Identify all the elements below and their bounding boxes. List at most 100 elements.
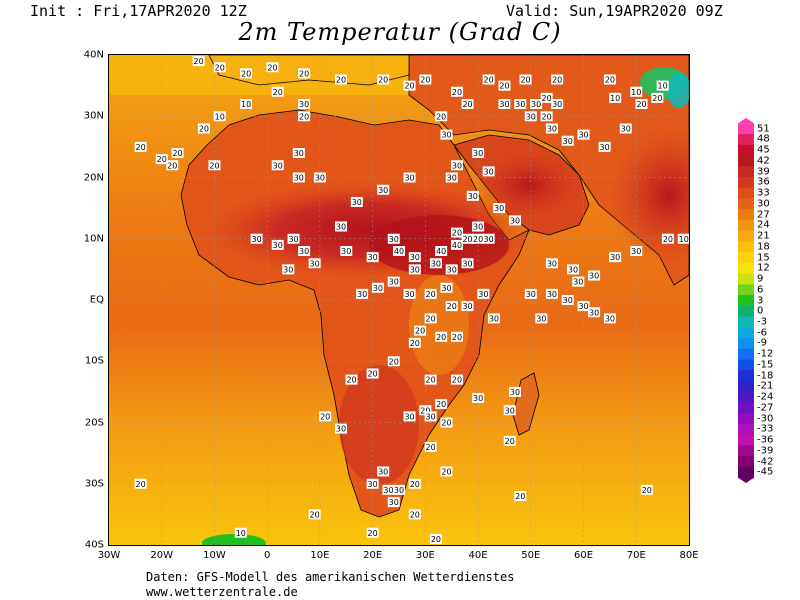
india-heat [609, 125, 689, 265]
contour-label: 30 [271, 239, 284, 250]
colorbar-label: 39 [757, 166, 770, 178]
colorbar-label: 6 [757, 284, 764, 296]
longitude-label: 80E [679, 550, 699, 561]
contour-label: 20 [419, 405, 432, 416]
latitude-label: 10N [83, 233, 104, 245]
contour-label: 20 [451, 331, 463, 342]
svg-text:30: 30 [494, 204, 504, 213]
svg-text:20: 20 [267, 63, 277, 72]
svg-text:20: 20 [652, 94, 662, 103]
svg-text:20: 20 [299, 69, 309, 78]
svg-text:30: 30 [568, 265, 578, 274]
svg-text:20: 20 [441, 468, 451, 477]
contour-label: 20 [445, 301, 458, 312]
colorbar-swatch [738, 305, 754, 318]
longitude-label: 10E [310, 550, 330, 561]
cold-spot-south [202, 534, 266, 545]
svg-text:20: 20 [368, 370, 378, 379]
svg-text:20: 20 [241, 69, 251, 78]
svg-text:30: 30 [357, 290, 367, 299]
contour-label: 20 [408, 478, 421, 489]
contour-label: 30 [609, 252, 622, 263]
contour-label: 20 [551, 74, 564, 85]
svg-text:20: 20 [194, 57, 204, 66]
svg-text:30: 30 [410, 265, 420, 274]
svg-text:20: 20 [426, 376, 436, 385]
contour-label: 30 [403, 172, 416, 183]
contour-label: 30 [545, 288, 558, 299]
colorbar-label: 36 [757, 176, 770, 188]
svg-text:10: 10 [679, 235, 689, 244]
contour-label: 30 [545, 258, 558, 269]
svg-text:30: 30 [389, 498, 399, 507]
svg-text:20: 20 [410, 339, 420, 348]
svg-text:20: 20 [431, 535, 441, 544]
contour-label: 40 [435, 246, 448, 256]
contour-label: 20 [424, 313, 437, 324]
contour-label: 10 [609, 92, 622, 103]
svg-text:20: 20 [346, 376, 356, 385]
contour-label: 20 [498, 80, 511, 91]
longitude-label: 20E [363, 550, 383, 561]
svg-text:10: 10 [241, 100, 251, 109]
svg-text:30: 30 [563, 137, 573, 146]
colorbar-swatch [738, 316, 754, 328]
svg-text:20: 20 [172, 149, 182, 158]
init-time: Init : Fri,17APR2020 12Z [30, 2, 247, 20]
svg-text:20: 20 [199, 125, 209, 134]
colorbar-label: -3 [757, 316, 767, 328]
colorbar-label: 24 [757, 219, 770, 231]
colorbar-label: -30 [757, 413, 774, 425]
svg-text:30: 30 [404, 290, 414, 299]
svg-text:30: 30 [299, 247, 309, 256]
contour-label: 30 [335, 221, 347, 232]
contour-label: 20 [424, 442, 437, 452]
svg-text:30: 30 [547, 290, 557, 299]
east-africa-highland [409, 275, 469, 375]
contour-label: 30 [535, 313, 548, 324]
contour-label: 30 [472, 393, 485, 403]
longitude-label: 60E [574, 550, 594, 561]
contour-label: 20 [435, 399, 448, 410]
svg-text:20: 20 [452, 376, 462, 385]
contour-label: 20 [366, 527, 379, 538]
contour-label: 30 [387, 233, 400, 244]
valid-time: Valid: Sun,19APR2020 09Z [506, 2, 723, 20]
svg-text:30: 30 [389, 278, 399, 287]
svg-text:30: 30 [605, 314, 615, 323]
svg-text:20: 20 [378, 76, 388, 85]
svg-text:30: 30 [484, 235, 494, 244]
svg-text:30: 30 [273, 241, 283, 250]
contour-label: 20 [377, 74, 390, 85]
colorbar-label: -36 [757, 434, 774, 446]
svg-text:20: 20 [452, 88, 462, 97]
contour-label: 20 [603, 74, 616, 85]
contour-label: 30 [298, 246, 311, 256]
svg-text:30: 30 [368, 253, 378, 262]
svg-text:20: 20 [310, 510, 320, 519]
contour-label: 20 [387, 356, 400, 367]
svg-text:20: 20 [273, 88, 283, 97]
contour-label: 30 [503, 405, 516, 416]
svg-text:30: 30 [621, 125, 631, 134]
contour-label: 30 [440, 282, 453, 293]
longitude-label: 70E [626, 550, 646, 561]
contour-label: 20 [640, 484, 653, 495]
colorbar-swatch [738, 187, 754, 200]
contour-label: 30 [588, 307, 601, 318]
contour-label: 30 [298, 99, 311, 109]
svg-text:20: 20 [605, 76, 615, 85]
contour-label: 30 [451, 160, 463, 171]
contour-label: 30 [292, 172, 305, 183]
svg-text:30: 30 [315, 174, 325, 183]
contour-label: 30 [387, 276, 400, 287]
latitude-label: 20N [83, 172, 104, 183]
longitude-label: 40E [468, 550, 488, 561]
svg-text:20: 20 [663, 235, 673, 244]
contour-label: 30 [403, 288, 416, 299]
colorbar-label: 48 [757, 133, 770, 145]
svg-text:20: 20 [484, 76, 494, 85]
colorbar-label: 30 [757, 198, 770, 210]
contour-label: 30 [509, 386, 521, 397]
contour-label: 30 [477, 288, 490, 299]
